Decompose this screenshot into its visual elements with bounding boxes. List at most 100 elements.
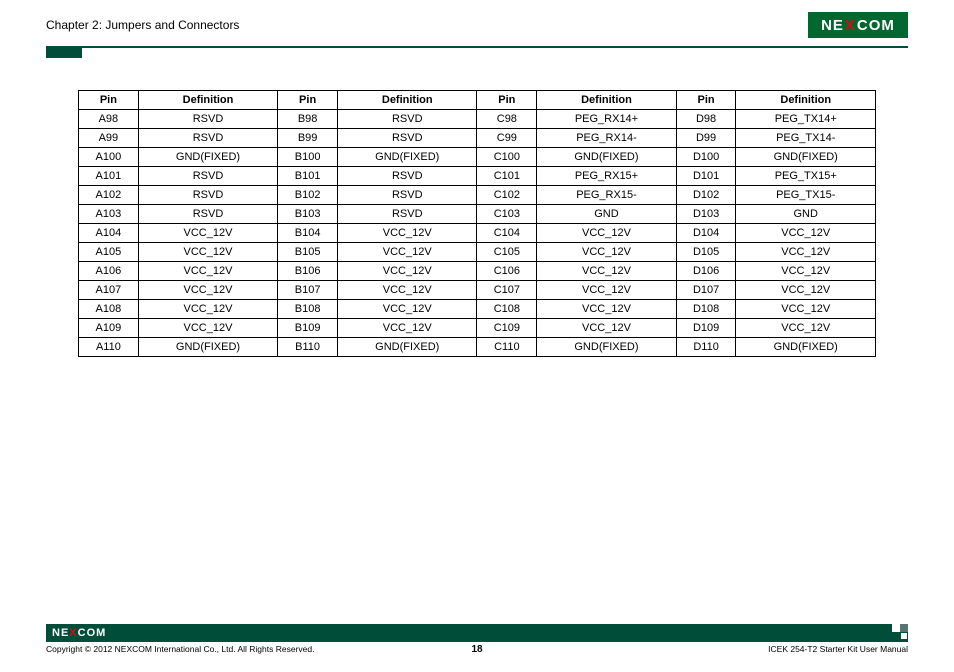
table-cell: GND(FIXED) bbox=[138, 148, 277, 167]
table-row: A105VCC_12VB105VCC_12VC105VCC_12VD105VCC… bbox=[79, 243, 876, 262]
table-cell: GND bbox=[736, 205, 876, 224]
table-cell: VCC_12V bbox=[736, 300, 876, 319]
col-header: Definition bbox=[537, 91, 676, 110]
table-cell: B107 bbox=[278, 281, 338, 300]
table-cell: C106 bbox=[477, 262, 537, 281]
table-cell: VCC_12V bbox=[338, 319, 477, 338]
table-row: A100GND(FIXED)B100GND(FIXED)C100GND(FIXE… bbox=[79, 148, 876, 167]
table-cell: VCC_12V bbox=[736, 262, 876, 281]
table-cell: VCC_12V bbox=[736, 319, 876, 338]
table-cell: C107 bbox=[477, 281, 537, 300]
table-cell: VCC_12V bbox=[537, 319, 676, 338]
table-cell: D99 bbox=[676, 129, 736, 148]
chapter-title: Chapter 2: Jumpers and Connectors bbox=[46, 18, 239, 32]
table-cell: A99 bbox=[79, 129, 139, 148]
table-row: A98RSVDB98RSVDC98PEG_RX14+D98PEG_TX14+ bbox=[79, 110, 876, 129]
table-cell: C100 bbox=[477, 148, 537, 167]
footer-bar: NEXCOM bbox=[46, 624, 908, 642]
table-cell: A103 bbox=[79, 205, 139, 224]
table-cell: D105 bbox=[676, 243, 736, 262]
table-cell: VCC_12V bbox=[138, 262, 277, 281]
table-row: A102RSVDB102RSVDC102PEG_RX15-D102PEG_TX1… bbox=[79, 186, 876, 205]
table-cell: GND(FIXED) bbox=[537, 148, 676, 167]
table-cell: RSVD bbox=[138, 205, 277, 224]
table-cell: PEG_TX14+ bbox=[736, 110, 876, 129]
table-cell: VCC_12V bbox=[537, 281, 676, 300]
table-cell: RSVD bbox=[338, 110, 477, 129]
table-cell: VCC_12V bbox=[537, 243, 676, 262]
table-row: A104VCC_12VB104VCC_12VC104VCC_12VD104VCC… bbox=[79, 224, 876, 243]
table-cell: GND(FIXED) bbox=[736, 338, 876, 357]
table-cell: C110 bbox=[477, 338, 537, 357]
table-cell: B110 bbox=[278, 338, 338, 357]
col-header: Pin bbox=[676, 91, 736, 110]
table-cell: B103 bbox=[278, 205, 338, 224]
table-row: A99RSVDB99RSVDC99PEG_RX14-D99PEG_TX14- bbox=[79, 129, 876, 148]
table-cell: PEG_TX15- bbox=[736, 186, 876, 205]
table-cell: D101 bbox=[676, 167, 736, 186]
table-cell: PEG_TX15+ bbox=[736, 167, 876, 186]
table-cell: B100 bbox=[278, 148, 338, 167]
pin-definition-table: Pin Definition Pin Definition Pin Defini… bbox=[78, 90, 876, 357]
copyright-text: Copyright © 2012 NEXCOM International Co… bbox=[46, 644, 314, 654]
table-cell: PEG_TX14- bbox=[736, 129, 876, 148]
table-cell: B101 bbox=[278, 167, 338, 186]
table-cell: GND bbox=[537, 205, 676, 224]
table-cell: B108 bbox=[278, 300, 338, 319]
table-cell: D102 bbox=[676, 186, 736, 205]
page-number: 18 bbox=[471, 644, 482, 655]
nexcom-logo-top: NEXCOM bbox=[808, 12, 908, 38]
table-cell: VCC_12V bbox=[338, 281, 477, 300]
table-cell: RSVD bbox=[338, 167, 477, 186]
table-cell: C108 bbox=[477, 300, 537, 319]
manual-title: ICEK 254-T2 Starter Kit User Manual bbox=[768, 644, 908, 654]
table-cell: VCC_12V bbox=[138, 243, 277, 262]
table-cell: B99 bbox=[278, 129, 338, 148]
table-cell: C104 bbox=[477, 224, 537, 243]
table-cell: A101 bbox=[79, 167, 139, 186]
table-body: A98RSVDB98RSVDC98PEG_RX14+D98PEG_TX14+A9… bbox=[79, 110, 876, 357]
table-row: A109VCC_12VB109VCC_12VC109VCC_12VD109VCC… bbox=[79, 319, 876, 338]
logo-text-post: COM bbox=[857, 17, 895, 34]
table-cell: C103 bbox=[477, 205, 537, 224]
table-cell: RSVD bbox=[138, 186, 277, 205]
table-row: A107VCC_12VB107VCC_12VC107VCC_12VD107VCC… bbox=[79, 281, 876, 300]
table-cell: VCC_12V bbox=[138, 300, 277, 319]
table-cell: D107 bbox=[676, 281, 736, 300]
table-row: A108VCC_12VB108VCC_12VC108VCC_12VD108VCC… bbox=[79, 300, 876, 319]
col-header: Pin bbox=[79, 91, 139, 110]
table-cell: A102 bbox=[79, 186, 139, 205]
table-row: A110GND(FIXED)B110GND(FIXED)C110GND(FIXE… bbox=[79, 338, 876, 357]
table-cell: B105 bbox=[278, 243, 338, 262]
table-cell: A106 bbox=[79, 262, 139, 281]
footer-corner-icon bbox=[892, 624, 908, 640]
table-cell: D108 bbox=[676, 300, 736, 319]
table-cell: VCC_12V bbox=[138, 319, 277, 338]
table-header-row: Pin Definition Pin Definition Pin Defini… bbox=[79, 91, 876, 110]
table-cell: C105 bbox=[477, 243, 537, 262]
table-cell: B104 bbox=[278, 224, 338, 243]
header-accent-tab bbox=[46, 48, 82, 58]
table-cell: RSVD bbox=[138, 110, 277, 129]
table-cell: VCC_12V bbox=[736, 281, 876, 300]
logo-text-post: COM bbox=[78, 627, 107, 639]
table-cell: D110 bbox=[676, 338, 736, 357]
col-header: Pin bbox=[278, 91, 338, 110]
col-header: Pin bbox=[477, 91, 537, 110]
logo-text-pre: NE bbox=[821, 17, 844, 34]
table-cell: D104 bbox=[676, 224, 736, 243]
table-cell: GND(FIXED) bbox=[338, 148, 477, 167]
table-cell: RSVD bbox=[338, 129, 477, 148]
table-cell: PEG_RX14+ bbox=[537, 110, 676, 129]
table-cell: B106 bbox=[278, 262, 338, 281]
table-cell: GND(FIXED) bbox=[338, 338, 477, 357]
table-cell: RSVD bbox=[338, 186, 477, 205]
table-cell: VCC_12V bbox=[338, 262, 477, 281]
table-cell: A109 bbox=[79, 319, 139, 338]
table-cell: RSVD bbox=[138, 167, 277, 186]
table-cell: VCC_12V bbox=[338, 224, 477, 243]
table-cell: VCC_12V bbox=[138, 224, 277, 243]
footer-text-row: Copyright © 2012 NEXCOM International Co… bbox=[46, 644, 908, 654]
table-cell: PEG_RX15- bbox=[537, 186, 676, 205]
table-cell: VCC_12V bbox=[736, 224, 876, 243]
